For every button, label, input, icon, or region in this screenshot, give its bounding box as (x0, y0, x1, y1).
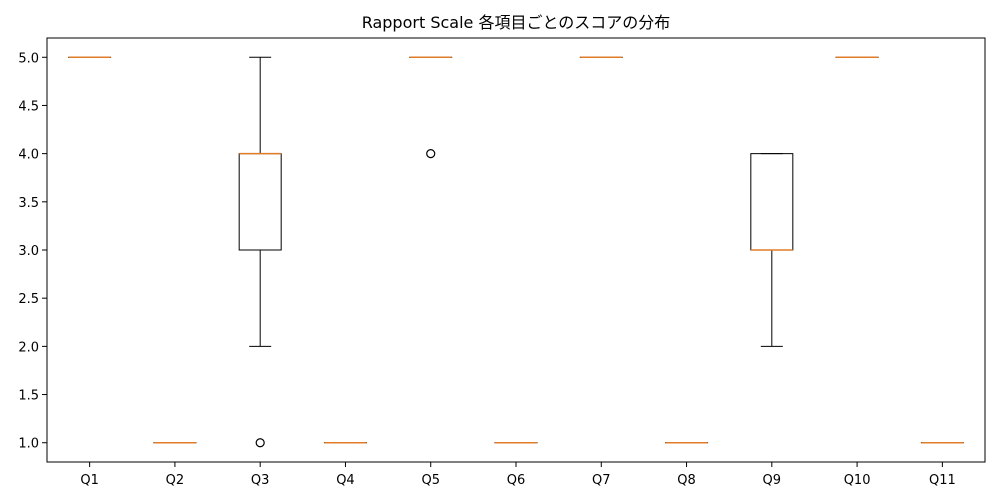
plot-frame (46, 37, 986, 463)
x-tick-label: Q11 (929, 473, 956, 488)
y-tick-label: 1.0 (18, 437, 39, 452)
box (238, 153, 282, 251)
x-tick-label: Q5 (421, 473, 440, 488)
x-tick-label: Q8 (677, 473, 696, 488)
y-tick-label: 4.0 (18, 148, 39, 163)
y-tick-label: 4.5 (18, 99, 39, 114)
x-tick-label: Q9 (763, 473, 782, 488)
y-tick-label: 3.5 (18, 196, 39, 211)
x-tick-label: Q6 (507, 473, 526, 488)
outlier-point (426, 149, 436, 159)
y-tick-label: 5.0 (18, 51, 39, 66)
x-tick-label: Q7 (592, 473, 611, 488)
x-tick-label: Q3 (251, 473, 270, 488)
x-tick-label: Q10 (844, 473, 871, 488)
y-tick-label: 2.5 (18, 292, 39, 307)
x-tick-label: Q2 (166, 473, 185, 488)
chart-title: Rapport Scale 各項目ごとのスコアの分布 (362, 13, 671, 32)
x-tick-label: Q4 (336, 473, 355, 488)
y-tick-label: 2.0 (18, 340, 39, 355)
outlier-point (255, 438, 265, 448)
y-tick-label: 3.0 (18, 244, 39, 259)
y-tick-label: 1.5 (18, 389, 39, 404)
plot-area: 1.0 1.5 2.0 2.5 3.0 3.5 4.0 4.5 5.0 Q1 Q2 Q3 Q4 Q5 Q6 Q… (18, 51, 964, 488)
x-tick-label: Q1 (80, 473, 99, 488)
box (750, 153, 794, 251)
